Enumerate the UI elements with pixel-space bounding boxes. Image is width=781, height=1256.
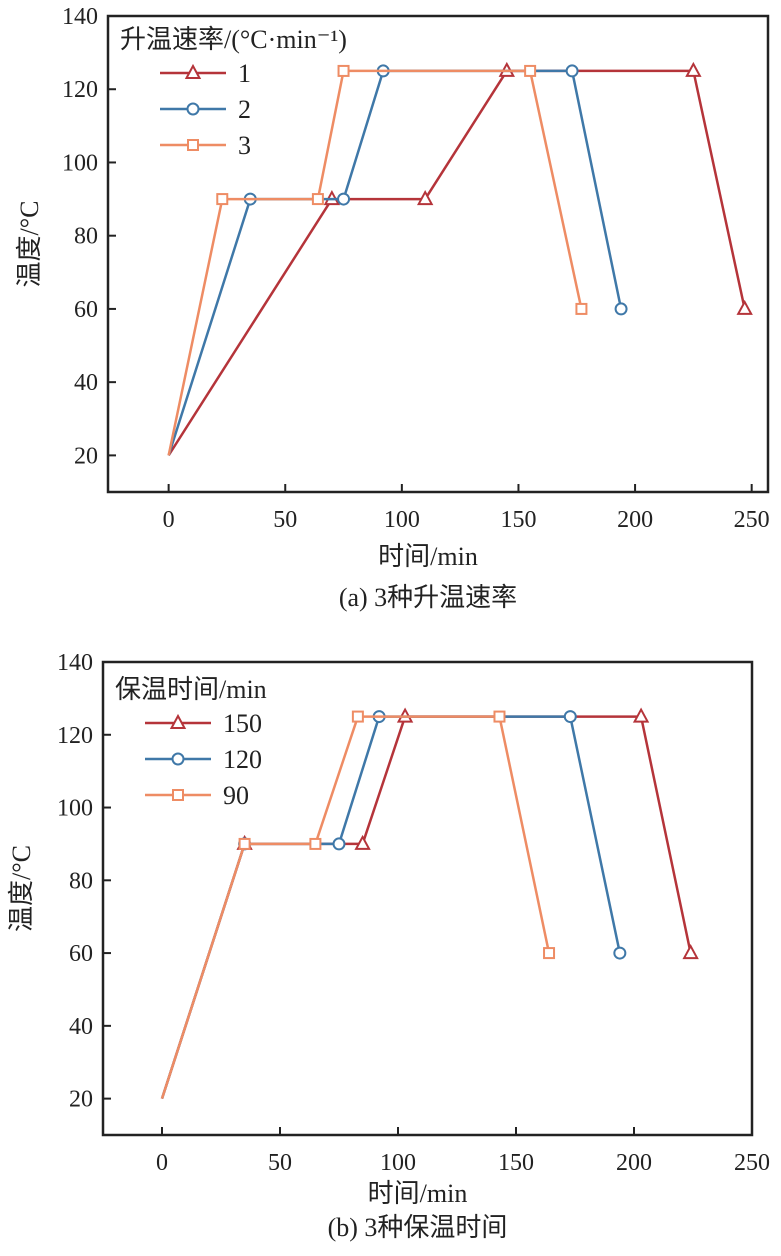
legend-label: 120	[223, 745, 262, 774]
legend-title: 升温速率/(°C·min⁻¹)	[120, 25, 347, 54]
data-point	[238, 837, 251, 850]
x-tick-label: 50	[268, 1150, 292, 1176]
y-tick-label: 140	[62, 4, 98, 30]
data-point	[309, 837, 322, 850]
x-tick-label: 200	[617, 507, 653, 533]
x-axis-label: 时间/min	[368, 1179, 468, 1208]
data-point	[337, 64, 350, 77]
series-90	[160, 710, 556, 1100]
y-tick-label: 60	[69, 941, 93, 967]
series-line	[160, 715, 551, 1100]
x-tick-label: 250	[734, 507, 770, 533]
legend-marker-circle	[186, 102, 200, 116]
data-point	[575, 302, 588, 315]
chart-caption: (b) 3种保温时间	[328, 1213, 508, 1242]
y-tick-label: 40	[69, 1014, 93, 1040]
legend-marker-triangle	[184, 63, 202, 79]
chart-b: 0 50 100 150 200 250 20 40 60 80 100 120 140 时间/min 温度…	[7, 650, 770, 1242]
legend: 保温时间/min 150 120 90	[115, 675, 267, 810]
y-tick-label: 20	[74, 443, 98, 469]
data-point	[565, 64, 579, 78]
y-axis-label: 温度/°C	[15, 201, 44, 288]
series-line	[167, 69, 623, 456]
y-tick-label: 100	[57, 796, 93, 822]
data-point	[337, 192, 351, 206]
data-point	[736, 299, 753, 315]
y-tick-label: 40	[74, 370, 98, 396]
plot-frame	[106, 14, 770, 494]
x-tick-label: 100	[380, 1150, 416, 1176]
y-axis-label: 温度/°C	[7, 845, 36, 932]
legend-label: 3	[238, 131, 251, 160]
series-1	[167, 61, 753, 457]
x-tick-label: 0	[156, 1150, 168, 1176]
data-point	[613, 946, 627, 960]
legend-title: 保温时间/min	[115, 675, 267, 704]
chart-caption: (a) 3种升温速率	[339, 583, 517, 612]
data-point	[632, 707, 650, 723]
legend-label: 2	[238, 95, 251, 124]
x-tick-label: 150	[498, 1150, 534, 1176]
x-tick-label: 50	[273, 507, 297, 533]
data-point	[614, 302, 628, 316]
data-point	[416, 189, 434, 206]
data-point	[685, 61, 702, 77]
legend-label: 1	[238, 59, 251, 88]
data-point	[351, 710, 364, 723]
y-tick-label: 120	[62, 77, 98, 103]
series-3	[167, 64, 588, 456]
legend-label: 150	[223, 709, 262, 738]
y-tick-label: 100	[62, 150, 98, 176]
y-tick-label: 140	[57, 650, 93, 676]
x-tick-label: 200	[616, 1150, 652, 1176]
y-tick-label: 120	[57, 723, 93, 749]
x-tick-label: 100	[384, 507, 420, 533]
legend-marker-square	[187, 139, 199, 151]
data-point	[524, 64, 537, 77]
x-tick-label: 0	[163, 507, 175, 533]
chart-a: 0 50 100 150 200 250 20 40 60 80 100 120 140 时间/min 温度…	[15, 4, 770, 612]
data-point	[332, 837, 346, 851]
data-point	[354, 834, 371, 850]
legend-marker-triangle	[169, 713, 187, 729]
y-tick-label: 60	[74, 297, 98, 323]
data-point	[563, 710, 577, 724]
data-point	[543, 947, 556, 960]
x-axis-label: 时间/min	[378, 542, 478, 571]
x-tick-label: 150	[500, 507, 536, 533]
data-point	[493, 710, 506, 723]
y-tick-label: 80	[74, 224, 98, 250]
data-point	[682, 943, 699, 960]
legend-marker-circle	[171, 752, 185, 766]
x-tick-label: 250	[734, 1150, 770, 1176]
data-point	[216, 193, 229, 206]
plot-frame	[101, 660, 754, 1137]
series-line	[167, 69, 583, 456]
data-point	[311, 193, 324, 206]
legend: 升温速率/(°C·min⁻¹) 1 2 3	[120, 25, 347, 160]
y-tick-label: 20	[69, 1087, 93, 1113]
legend-label: 90	[223, 781, 249, 810]
series-line	[167, 69, 746, 457]
y-tick-label: 80	[69, 868, 93, 894]
legend-marker-square	[172, 789, 184, 801]
